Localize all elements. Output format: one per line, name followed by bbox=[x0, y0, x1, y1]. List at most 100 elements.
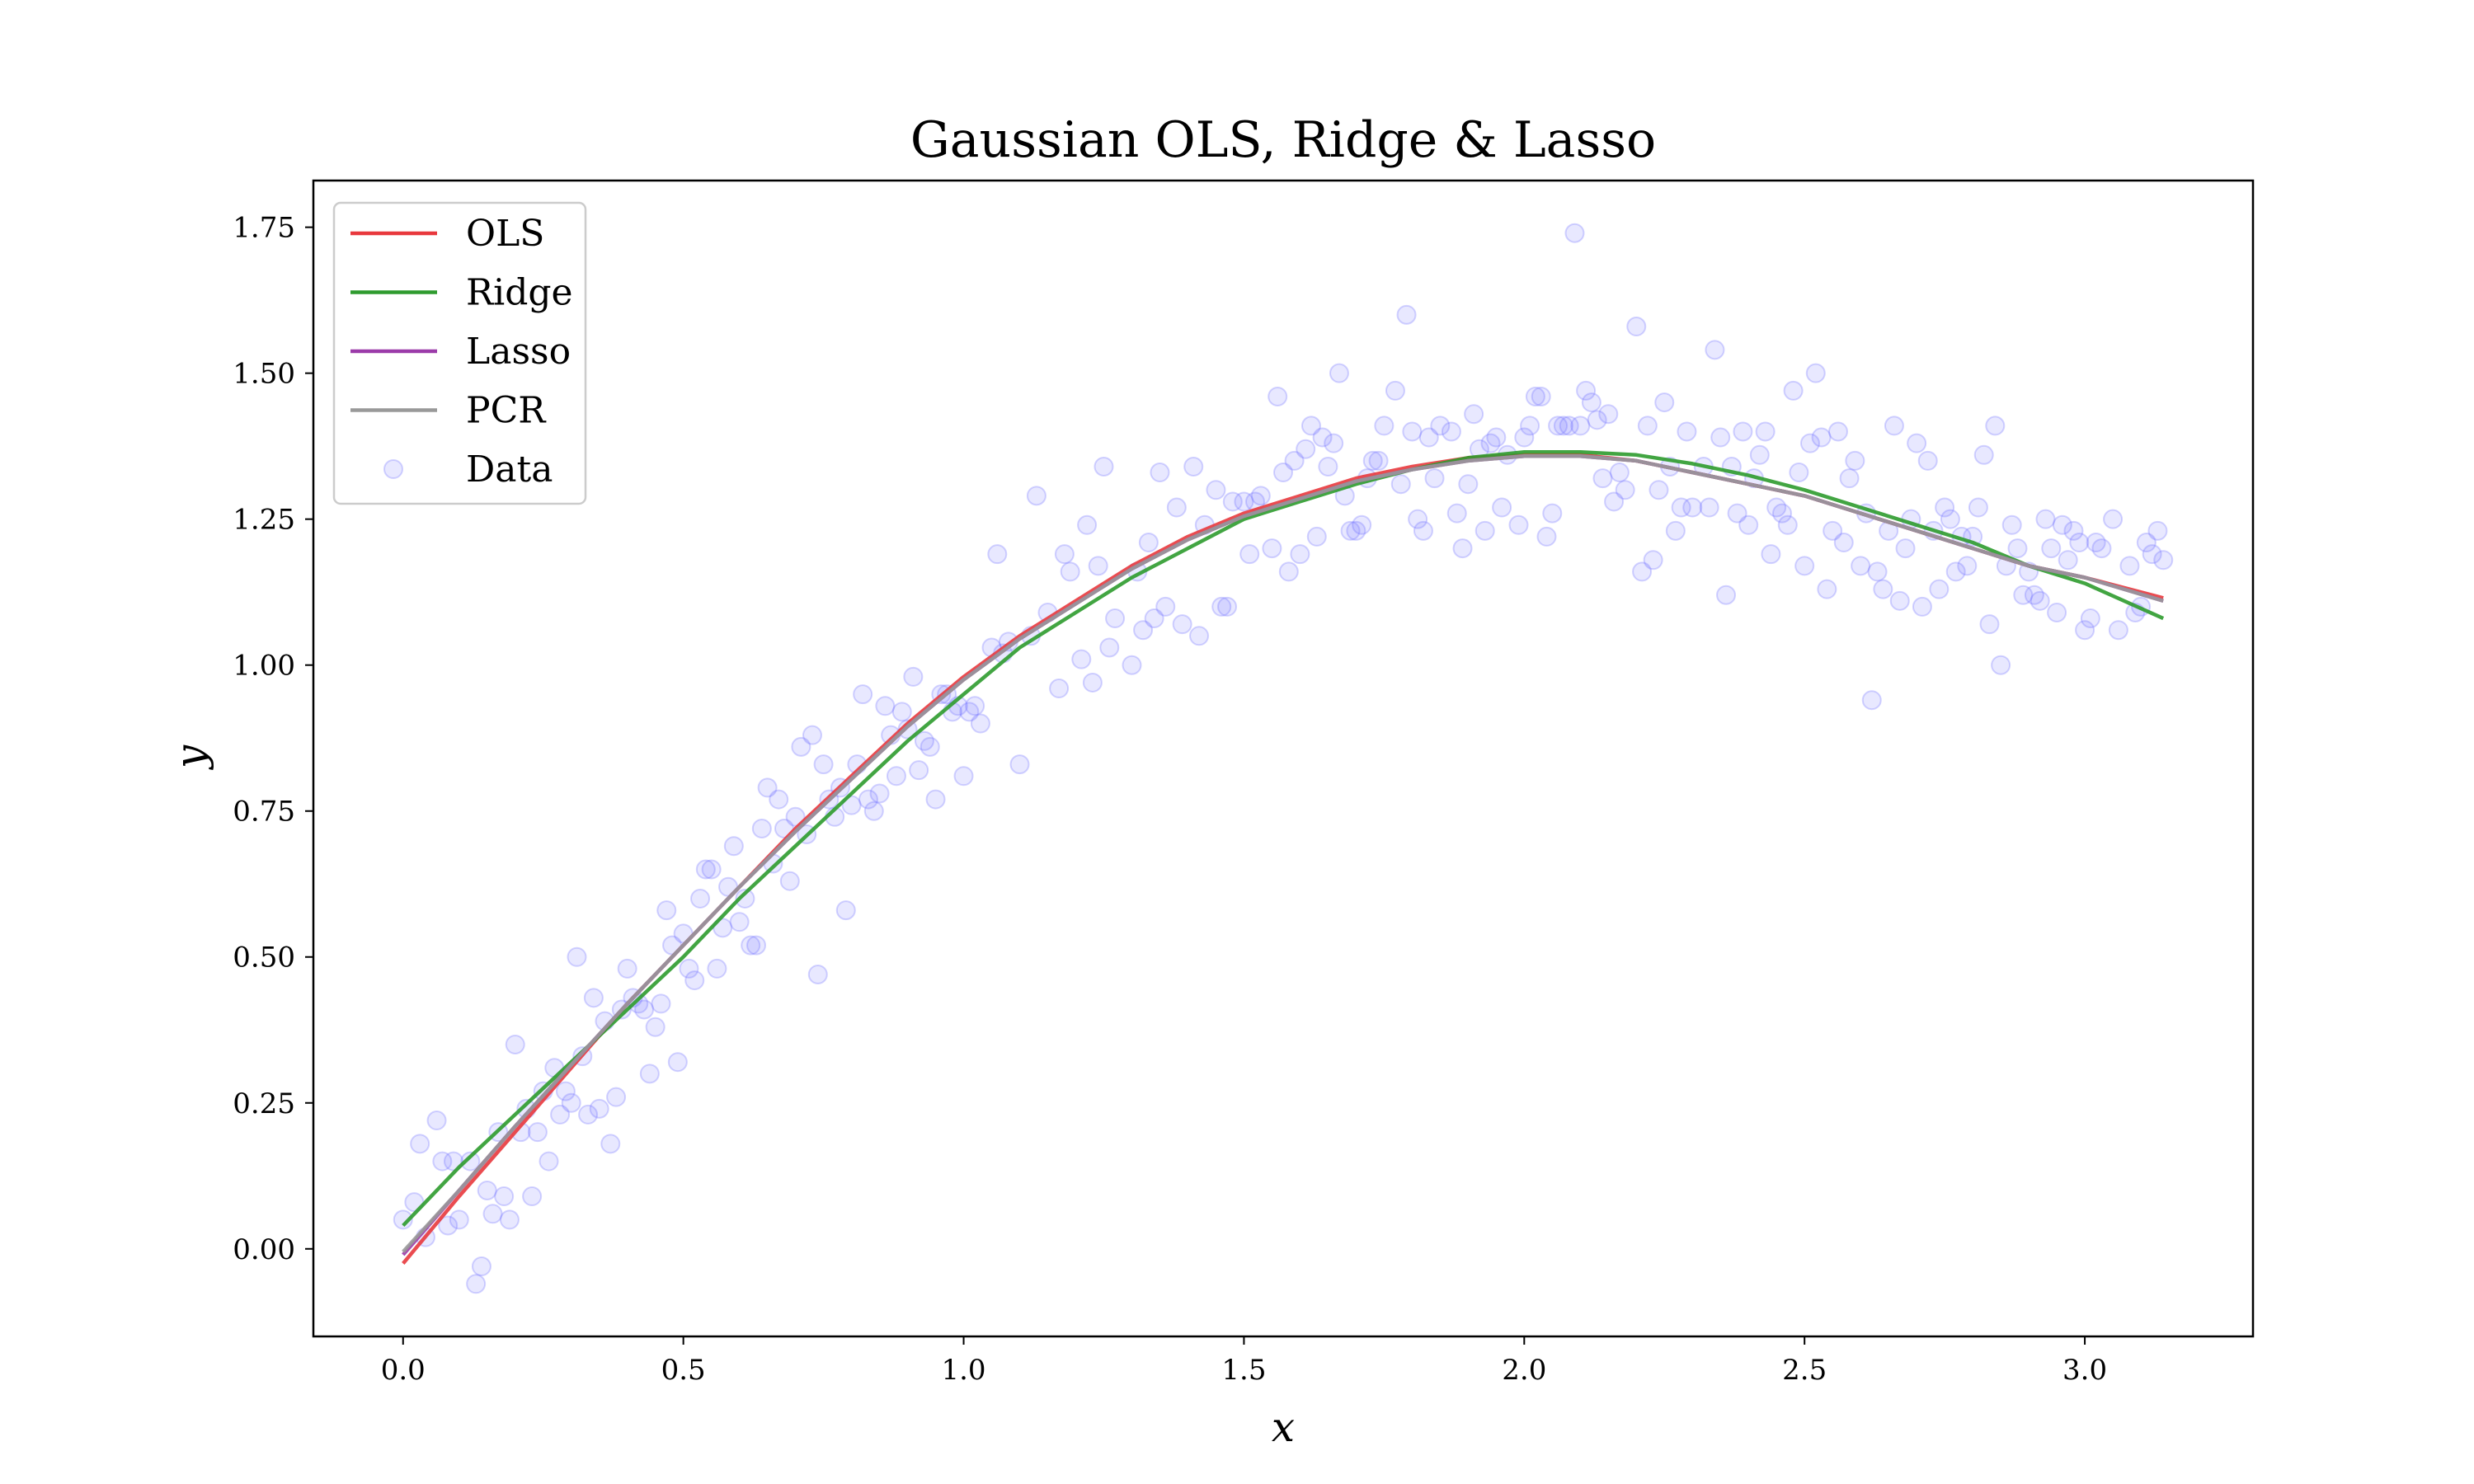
legend-item-ridge: Ridge bbox=[350, 272, 573, 314]
data-point bbox=[1099, 637, 1120, 658]
fit-lines bbox=[402, 450, 2165, 1265]
data-point bbox=[2030, 590, 2050, 611]
legend-box bbox=[332, 201, 587, 505]
data-point bbox=[1094, 456, 1114, 477]
legend-swatch bbox=[383, 459, 403, 479]
data-point bbox=[1525, 386, 1545, 406]
data-point bbox=[1082, 672, 1103, 693]
data-point bbox=[1318, 456, 1338, 477]
legend-item-ols: OLS bbox=[350, 213, 544, 255]
data-point bbox=[578, 1104, 599, 1125]
data-point bbox=[1581, 392, 1602, 413]
data-point bbox=[2058, 550, 2078, 571]
legend-label: PCR bbox=[466, 390, 547, 432]
data-point bbox=[1827, 421, 1848, 442]
x-axis-label: x bbox=[1272, 1403, 1295, 1451]
data-point bbox=[482, 1204, 503, 1224]
data-point bbox=[1823, 520, 1843, 541]
data-point bbox=[522, 1186, 543, 1207]
data-point bbox=[1615, 480, 1635, 500]
data-point bbox=[656, 900, 677, 921]
data-point bbox=[1548, 416, 1569, 436]
data-point bbox=[1699, 497, 1719, 518]
data-point bbox=[1273, 463, 1293, 483]
data-point bbox=[863, 801, 884, 821]
data-point bbox=[1649, 480, 1669, 500]
data-point bbox=[1643, 550, 1663, 571]
data-point bbox=[1408, 509, 1428, 529]
data-point bbox=[723, 836, 744, 857]
data-point bbox=[589, 1098, 609, 1119]
data-point bbox=[1312, 427, 1333, 448]
data-point bbox=[1957, 556, 1978, 576]
data-point bbox=[645, 1017, 666, 1037]
data-point bbox=[1771, 503, 1792, 524]
data-point bbox=[1805, 363, 1826, 383]
data-point bbox=[1352, 514, 1372, 535]
data-point bbox=[1531, 386, 1551, 406]
data-point bbox=[2091, 538, 2112, 559]
data-point bbox=[1733, 421, 1753, 442]
data-point bbox=[1458, 474, 1479, 495]
data-point bbox=[1682, 497, 1703, 518]
data-point bbox=[1749, 444, 1770, 465]
data-point bbox=[1508, 514, 1529, 535]
data-point bbox=[1402, 421, 1423, 442]
data-point bbox=[1761, 544, 1781, 565]
data-point bbox=[1514, 427, 1535, 448]
data-point bbox=[1009, 754, 1030, 775]
data-point bbox=[1430, 416, 1451, 436]
data-point bbox=[746, 935, 767, 956]
data-point bbox=[1396, 304, 1417, 325]
data-point bbox=[1480, 433, 1501, 453]
data-point bbox=[1845, 450, 1865, 471]
data-point bbox=[2001, 514, 2022, 535]
data-point bbox=[1385, 380, 1405, 401]
data-point bbox=[1486, 427, 1507, 448]
data-point bbox=[1133, 620, 1154, 641]
data-point bbox=[841, 795, 862, 815]
data-point bbox=[1306, 526, 1327, 547]
data-point bbox=[466, 1274, 487, 1294]
data-point bbox=[505, 1034, 525, 1054]
data-point bbox=[835, 900, 856, 921]
x-axis-ticks: 0.0 0.5 1.0 1.5 2.0 2.5 3.0 bbox=[381, 1336, 2107, 1387]
data-point bbox=[1738, 514, 1759, 535]
x-tick-label: 0.0 bbox=[381, 1354, 426, 1387]
data-point bbox=[695, 859, 716, 880]
data-point bbox=[1907, 433, 1927, 453]
data-point bbox=[769, 789, 789, 810]
data-point bbox=[1727, 503, 1747, 524]
data-point bbox=[1278, 561, 1299, 582]
data-point bbox=[1665, 520, 1686, 541]
data-point bbox=[701, 859, 722, 880]
data-point bbox=[1222, 491, 1243, 512]
data-point bbox=[1262, 538, 1282, 559]
data-point bbox=[1833, 533, 1854, 553]
data-point bbox=[1861, 690, 1882, 711]
data-point bbox=[684, 970, 705, 991]
data-point bbox=[1268, 386, 1288, 406]
data-point bbox=[1475, 520, 1495, 541]
data-point bbox=[2047, 602, 2067, 622]
x-tick-label: 1.0 bbox=[941, 1354, 985, 1387]
data-point bbox=[1889, 590, 1910, 611]
data-point bbox=[1217, 596, 1238, 617]
data-point bbox=[1346, 520, 1366, 541]
data-point bbox=[1576, 380, 1597, 401]
data-point bbox=[1362, 450, 1383, 471]
data-point bbox=[1464, 404, 1484, 425]
y-tick-label: 0.50 bbox=[233, 942, 295, 974]
data-point bbox=[914, 730, 934, 751]
data-point bbox=[875, 696, 896, 716]
data-point bbox=[438, 1215, 459, 1236]
data-point bbox=[527, 1122, 548, 1143]
y-axis-ticks: 0.00 0.25 0.50 0.75 1.00 1.25 1.50 1.75 bbox=[233, 212, 313, 1266]
data-point bbox=[959, 702, 980, 722]
x-tick-label: 2.5 bbox=[1782, 1354, 1827, 1387]
data-point bbox=[1536, 526, 1557, 547]
ridge-line bbox=[402, 450, 2165, 1228]
data-point bbox=[1446, 503, 1467, 524]
data-point bbox=[494, 1186, 515, 1207]
data-point bbox=[1296, 439, 1316, 459]
